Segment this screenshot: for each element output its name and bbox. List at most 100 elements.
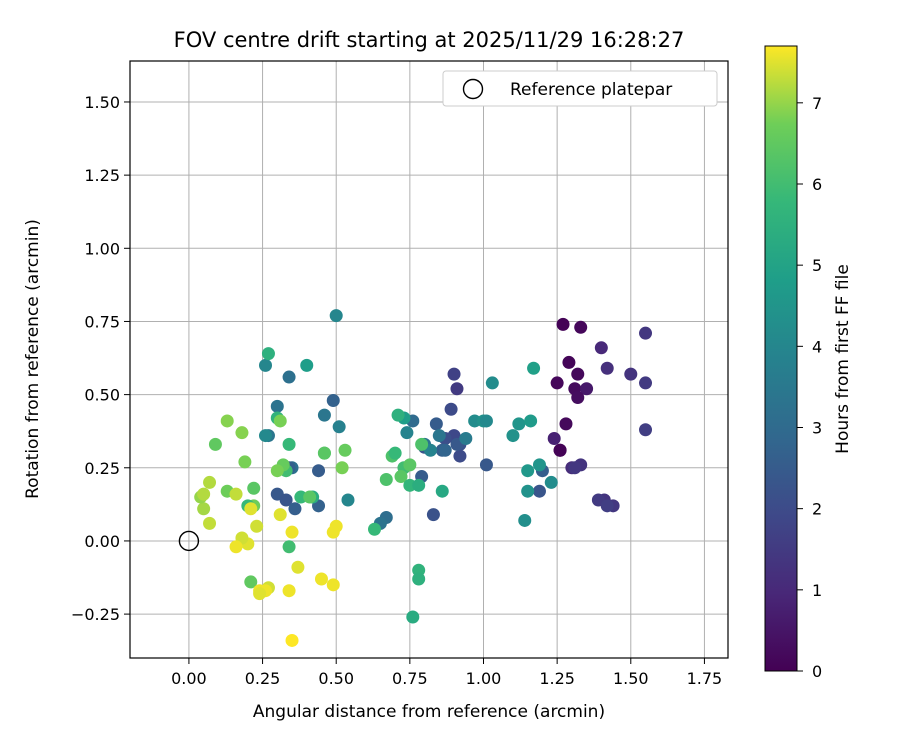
x-tick-label: 1.75: [687, 669, 723, 688]
data-point: [432, 429, 446, 443]
data-point: [312, 464, 326, 478]
data-point: [394, 470, 408, 484]
data-point: [521, 464, 535, 478]
data-point: [314, 572, 328, 586]
data-point: [244, 575, 258, 589]
data-point: [479, 414, 493, 428]
data-point: [273, 414, 287, 428]
colorbar: 0 1 2 3 4 5 6 7 Hours from first FF file: [764, 45, 853, 681]
data-point: [400, 426, 414, 440]
data-point: [279, 493, 293, 507]
reference-marker-group: [178, 530, 200, 552]
y-tick-label: 1.00: [84, 239, 120, 258]
data-point: [553, 443, 567, 457]
y-tick-label: 0.50: [84, 386, 120, 405]
data-point: [273, 508, 287, 522]
data-point: [288, 502, 302, 516]
data-point: [197, 487, 211, 501]
data-point: [559, 417, 573, 431]
data-point: [326, 525, 340, 539]
data-point: [415, 437, 429, 451]
data-point: [259, 429, 273, 443]
data-point: [444, 402, 458, 416]
data-point: [403, 458, 417, 472]
data-point: [197, 502, 211, 516]
data-point: [600, 361, 614, 375]
data-point: [426, 508, 440, 522]
data-point: [412, 572, 426, 586]
data-point: [600, 499, 614, 513]
data-point: [332, 420, 346, 434]
y-tick-label: 0.75: [84, 312, 120, 331]
reference-platepar-marker: [178, 530, 200, 552]
x-tick-label: 0.00: [171, 669, 207, 688]
data-point: [479, 458, 493, 472]
data-point: [326, 578, 340, 592]
data-point: [429, 417, 443, 431]
data-point: [282, 370, 296, 384]
data-point: [229, 540, 243, 554]
data-point: [547, 432, 561, 446]
data-point: [238, 455, 252, 469]
data-points: [194, 309, 653, 647]
data-point: [253, 587, 267, 601]
data-point: [624, 367, 638, 381]
colorbar-tick-label: 1: [812, 581, 822, 600]
data-point: [220, 414, 234, 428]
data-point: [244, 502, 258, 516]
data-point: [282, 584, 296, 598]
data-point: [571, 367, 585, 381]
data-point: [282, 437, 296, 451]
data-point: [532, 458, 546, 472]
data-point: [639, 326, 653, 340]
data-point: [270, 399, 284, 413]
data-point: [303, 490, 317, 504]
colorbar-tick-label: 5: [812, 256, 822, 275]
data-point: [250, 519, 264, 533]
colorbar-tick-label: 6: [812, 175, 822, 194]
colorbar-tick-label: 4: [812, 337, 822, 356]
data-point: [550, 376, 564, 390]
x-tick-label: 0.75: [392, 669, 428, 688]
grid-lines: [130, 61, 728, 658]
data-point: [450, 382, 464, 396]
data-point: [391, 408, 405, 422]
data-point: [261, 347, 275, 361]
data-point: [208, 437, 222, 451]
y-tick-label: 0.00: [84, 532, 120, 551]
data-point: [435, 484, 449, 498]
data-point: [512, 417, 526, 431]
data-point: [229, 487, 243, 501]
y-tick-label: 1.50: [84, 93, 120, 112]
data-point: [335, 461, 349, 475]
colorbar-tick-label: 7: [812, 94, 822, 113]
colorbar-tick-label: 0: [812, 662, 822, 681]
x-tick-label: 0.50: [318, 669, 354, 688]
data-point: [203, 475, 217, 489]
x-tick-label: 1.00: [466, 669, 502, 688]
data-point: [532, 484, 546, 498]
data-point: [317, 408, 331, 422]
data-point: [562, 355, 576, 369]
data-point: [270, 464, 284, 478]
x-axis-label: Angular distance from reference (arcmin): [253, 702, 605, 722]
data-point: [544, 475, 558, 489]
data-point: [574, 320, 588, 334]
colorbar-label: Hours from first FF file: [833, 264, 853, 454]
data-point: [524, 414, 538, 428]
data-point: [285, 525, 299, 539]
x-ticks: 0.00 0.25 0.50 0.75 1.00 1.25 1.50 1.75: [171, 658, 722, 688]
data-point: [518, 513, 532, 527]
colorbar-gradient: [764, 45, 798, 672]
data-point: [341, 493, 355, 507]
data-point: [506, 429, 520, 443]
plot-frame: [129, 60, 729, 659]
chart-title: FOV centre drift starting at 2025/11/29 …: [174, 28, 685, 52]
data-point: [338, 443, 352, 457]
data-point: [203, 516, 217, 530]
data-point: [406, 610, 420, 624]
data-point: [527, 361, 541, 375]
data-point: [594, 341, 608, 355]
legend: Reference platepar: [442, 70, 718, 107]
